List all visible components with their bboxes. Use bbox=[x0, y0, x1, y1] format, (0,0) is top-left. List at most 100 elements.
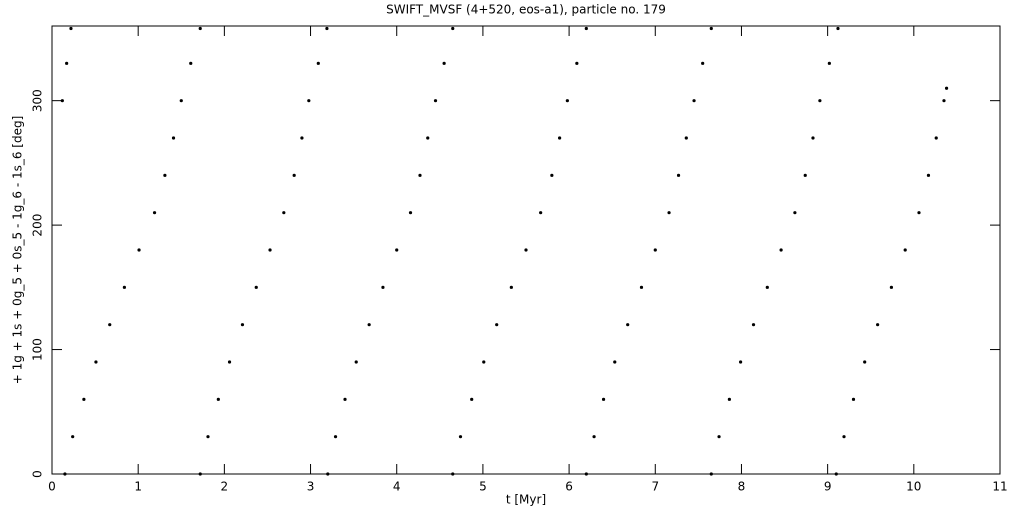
point bbox=[601, 397, 606, 401]
x-tick-label: 6 bbox=[565, 480, 573, 494]
point bbox=[667, 211, 671, 215]
point bbox=[326, 472, 330, 476]
point bbox=[451, 26, 455, 31]
point bbox=[470, 397, 474, 401]
point bbox=[558, 136, 562, 140]
plot-frame bbox=[51, 25, 1001, 475]
point bbox=[395, 248, 399, 252]
point bbox=[738, 360, 743, 364]
chart-title: SWIFT_MVSF (4+520, eos-a1), particle no.… bbox=[386, 3, 666, 17]
point bbox=[300, 136, 304, 140]
point bbox=[206, 435, 210, 439]
point bbox=[779, 248, 783, 252]
point bbox=[934, 136, 938, 140]
x-tick-label: 4 bbox=[393, 480, 401, 494]
point bbox=[827, 61, 831, 65]
point bbox=[793, 211, 797, 215]
point bbox=[354, 360, 358, 364]
point bbox=[539, 211, 543, 215]
point bbox=[171, 136, 176, 140]
point bbox=[381, 285, 385, 289]
point bbox=[751, 323, 756, 327]
point bbox=[216, 397, 220, 401]
point bbox=[803, 173, 807, 177]
point bbox=[692, 99, 696, 103]
point bbox=[442, 61, 446, 65]
y-tick-label: 300 bbox=[31, 89, 45, 112]
point bbox=[495, 323, 499, 327]
point bbox=[198, 472, 202, 476]
point bbox=[343, 397, 347, 401]
point bbox=[709, 472, 713, 476]
point bbox=[240, 323, 245, 327]
point bbox=[179, 99, 183, 103]
point bbox=[152, 211, 157, 215]
point bbox=[333, 435, 338, 439]
point bbox=[584, 26, 588, 31]
x-tick-label: 5 bbox=[479, 480, 487, 494]
point bbox=[451, 472, 455, 476]
x-tick-label: 1 bbox=[134, 480, 142, 494]
point bbox=[626, 323, 630, 327]
point bbox=[926, 173, 931, 177]
point bbox=[575, 61, 579, 65]
point bbox=[65, 61, 69, 65]
point bbox=[94, 360, 98, 364]
point bbox=[818, 99, 822, 103]
point bbox=[292, 173, 296, 177]
point bbox=[765, 285, 769, 289]
point bbox=[316, 61, 320, 65]
x-tick-label: 11 bbox=[992, 480, 1007, 494]
x-tick-label: 8 bbox=[738, 480, 746, 494]
point bbox=[834, 472, 838, 476]
point bbox=[63, 472, 67, 476]
point bbox=[189, 61, 193, 65]
x-tick-label: 10 bbox=[906, 480, 921, 494]
point bbox=[108, 323, 112, 327]
point bbox=[268, 248, 272, 252]
point bbox=[137, 248, 141, 252]
point bbox=[876, 323, 880, 327]
x-tick-label: 3 bbox=[307, 480, 315, 494]
x-tick-label: 0 bbox=[48, 480, 56, 494]
point bbox=[60, 99, 64, 103]
point bbox=[727, 397, 731, 401]
point bbox=[903, 248, 907, 252]
point bbox=[198, 26, 202, 31]
point bbox=[653, 248, 657, 252]
point bbox=[482, 360, 486, 364]
point bbox=[717, 435, 721, 439]
point bbox=[851, 397, 856, 401]
x-tick-label: 2 bbox=[221, 480, 229, 494]
x-tick-label: 9 bbox=[824, 480, 832, 494]
point bbox=[524, 248, 528, 252]
point bbox=[325, 26, 329, 31]
point bbox=[584, 472, 588, 476]
point bbox=[701, 61, 705, 65]
y-tick-label: 0 bbox=[31, 470, 45, 478]
point bbox=[163, 173, 167, 177]
x-axis-label: t [Myr] bbox=[506, 493, 546, 507]
point bbox=[863, 360, 867, 364]
point bbox=[550, 173, 554, 177]
point bbox=[122, 285, 126, 289]
point bbox=[565, 99, 569, 103]
point bbox=[842, 435, 846, 439]
point bbox=[307, 99, 311, 103]
point bbox=[69, 26, 73, 31]
point bbox=[836, 26, 840, 31]
point bbox=[811, 136, 815, 140]
point bbox=[592, 435, 596, 439]
y-tick-label: 200 bbox=[31, 214, 45, 237]
point bbox=[509, 285, 513, 289]
point bbox=[254, 285, 258, 289]
y-tick-label: 100 bbox=[31, 338, 45, 361]
point bbox=[676, 173, 681, 177]
point bbox=[433, 99, 438, 103]
point bbox=[639, 285, 644, 289]
point bbox=[408, 211, 413, 215]
point bbox=[889, 285, 894, 289]
point bbox=[418, 173, 422, 177]
point bbox=[71, 435, 75, 439]
